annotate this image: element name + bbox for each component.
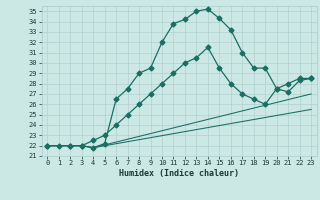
X-axis label: Humidex (Indice chaleur): Humidex (Indice chaleur) [119,169,239,178]
